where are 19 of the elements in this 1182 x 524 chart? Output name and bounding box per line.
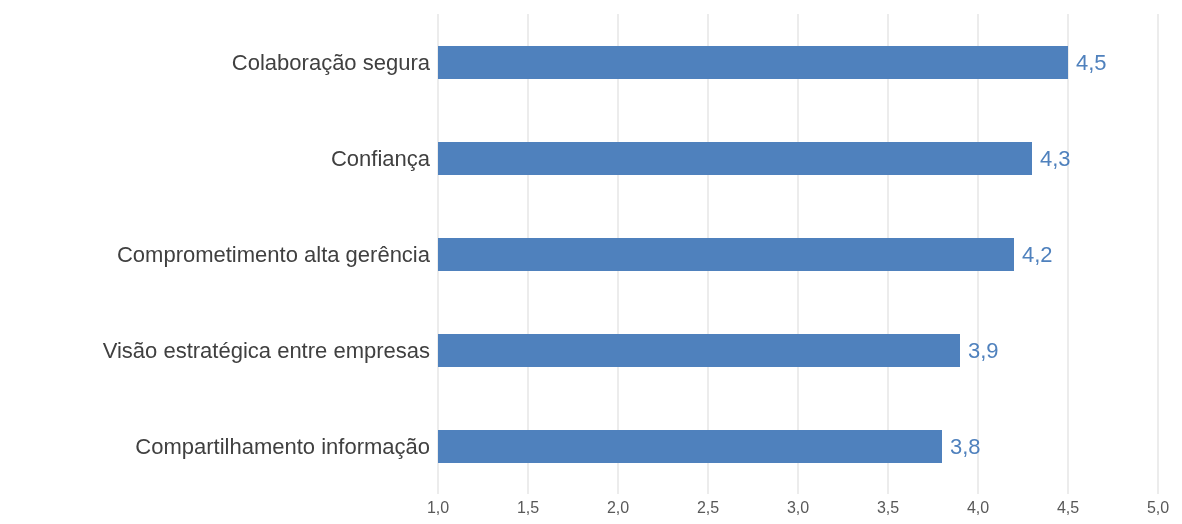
data-label: 4,2 bbox=[1022, 242, 1053, 268]
data-label: 4,5 bbox=[1076, 50, 1107, 76]
data-label: 3,8 bbox=[950, 434, 981, 460]
y-tick-label: Colaboração segura bbox=[231, 49, 431, 75]
y-tick-label: Visão estratégica entre empresas bbox=[102, 337, 430, 363]
x-tick-label: 1,0 bbox=[426, 499, 450, 517]
y-tick-label: Confiança bbox=[330, 145, 431, 171]
x-tick-label: 4,5 bbox=[1056, 499, 1080, 517]
x-tick-label: 2,0 bbox=[606, 499, 630, 517]
x-tick-label: 2,5 bbox=[696, 499, 720, 517]
x-tick-label: 3,0 bbox=[786, 499, 810, 517]
x-tick-label: 5,0 bbox=[1146, 499, 1170, 517]
y-tick-label: Compartilhamento informação bbox=[135, 433, 430, 459]
x-tick-label: 1,5 bbox=[516, 499, 540, 517]
x-tick-label: 4,0 bbox=[966, 499, 990, 517]
data-label: 4,3 bbox=[1040, 146, 1071, 172]
data-label: 3,9 bbox=[968, 338, 999, 364]
x-tick-label: 3,5 bbox=[876, 499, 900, 517]
y-tick-label: Comprometimento alta gerência bbox=[116, 241, 431, 267]
